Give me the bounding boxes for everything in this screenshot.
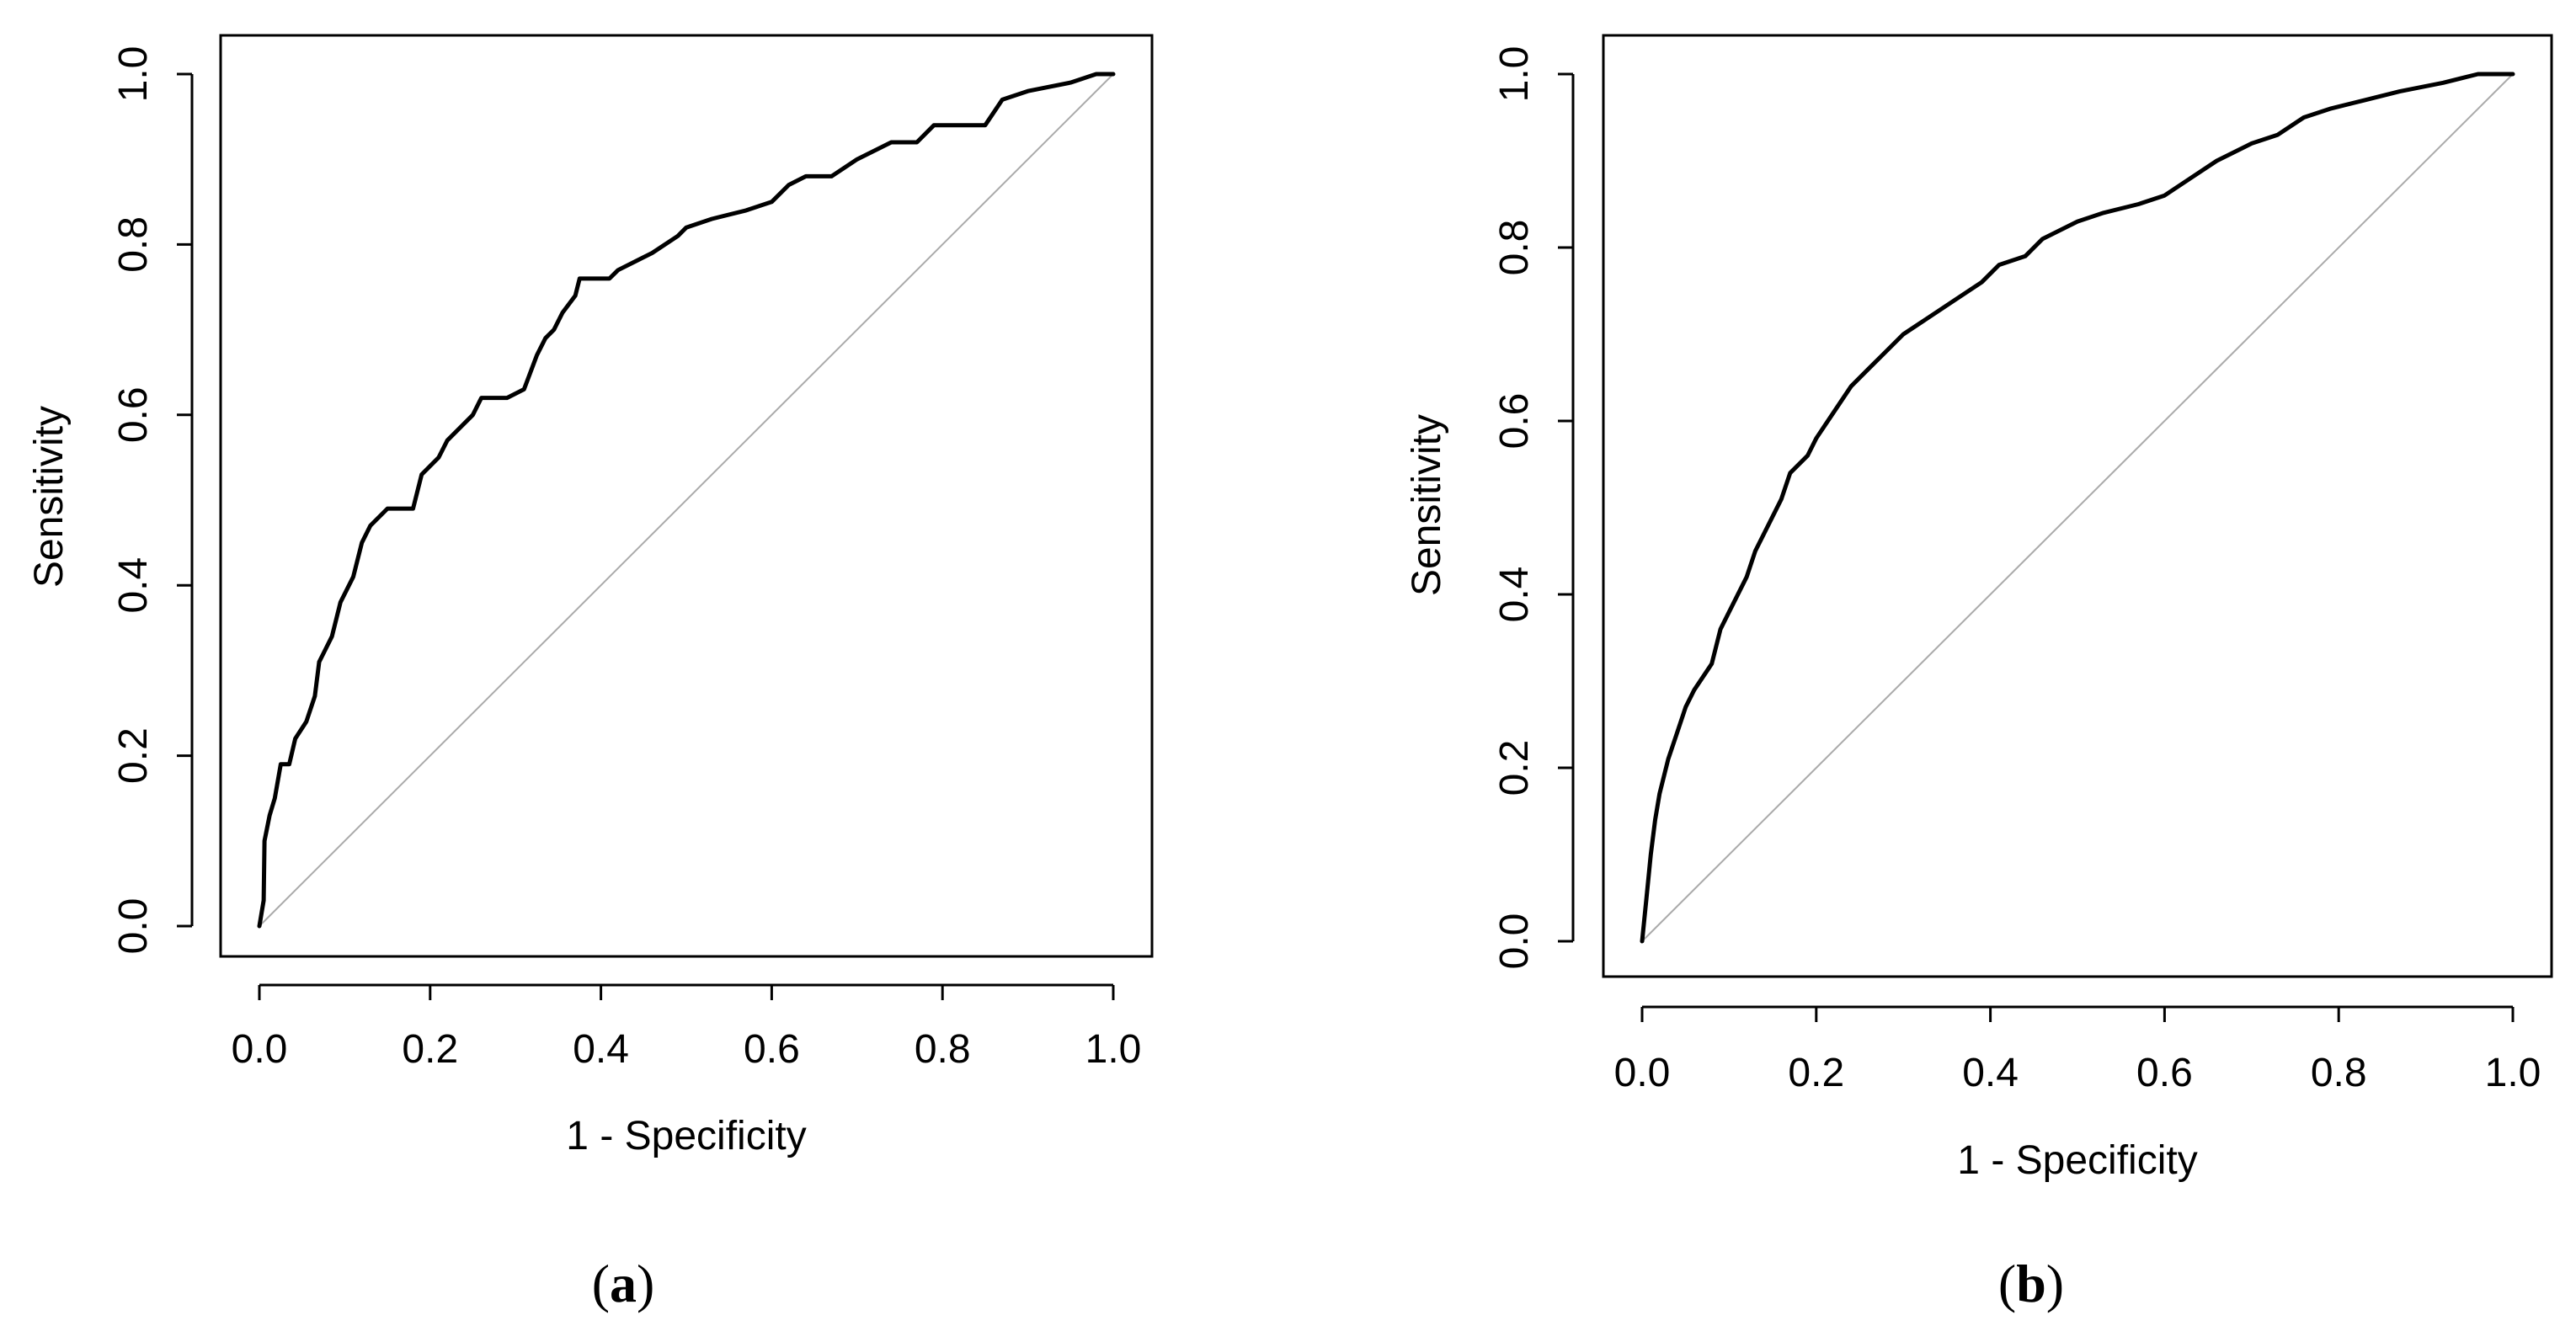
- panel-a-x-tick-label: 0.0: [232, 1027, 288, 1072]
- panel-a-plot-frame: [219, 34, 1154, 958]
- panel-b-y-tick-label: 0.2: [1492, 740, 1537, 796]
- panel-b-caption-prefix: (: [1998, 1254, 2016, 1313]
- panel-b-y-ticks: 0.0 0.2 0.4 0.6 0.8 1.0: [1492, 46, 1573, 970]
- panel-b-caption-suffix: ): [2046, 1254, 2064, 1313]
- panel-b-y-axis-title: Sensitivity: [1405, 414, 1449, 596]
- panel-a: 0.0 0.2 0.4 0.6 0.8 1.0 0.0 0.2 0.4 0.6 …: [27, 34, 1154, 1313]
- panel-a-y-axis-title: Sensitivity: [27, 406, 72, 588]
- panel-a-roc-curve: [257, 72, 1116, 929]
- panel-b-y-tick-label: 0.4: [1492, 567, 1537, 623]
- panel-a-x-tick-label: 0.4: [573, 1027, 629, 1072]
- panel-b-x-ticks: 0.0 0.2 0.4 0.6 0.8 1.0: [1614, 1007, 2541, 1095]
- panel-b-y-tick-label: 1.0: [1492, 46, 1537, 103]
- panel-a-x-tick-label: 0.8: [915, 1027, 971, 1072]
- panel-b-x-tick-label: 0.6: [2136, 1051, 2193, 1095]
- panel-b-x-tick-label: 0.4: [1962, 1051, 2019, 1095]
- panel-b-x-axis-title: 1 - Specificity: [1957, 1138, 2197, 1183]
- panel-a-y-ticks: 0.0 0.2 0.4 0.6 0.8 1.0: [111, 46, 192, 955]
- panel-a-y-tick-label: 0.4: [111, 557, 156, 614]
- panel-a-y-tick-label: 1.0: [111, 46, 156, 103]
- panel-b-y-tick-label: 0.6: [1492, 393, 1537, 450]
- panel-b: 0.0 0.2 0.4 0.6 0.8 1.0 0.0 0.2 0.4 0.6 …: [1405, 34, 2553, 1313]
- panel-a-y-tick-label: 0.6: [111, 386, 156, 443]
- panel-a-reference-line: [259, 73, 1114, 927]
- panel-a-x-axis-title: 1 - Specificity: [566, 1114, 806, 1158]
- panel-b-caption: (b): [1998, 1254, 2064, 1313]
- panel-b-plot-frame: [1602, 34, 2553, 978]
- panel-b-y-tick-label: 0.0: [1492, 913, 1537, 970]
- panel-a-x-tick-label: 0.6: [744, 1027, 800, 1072]
- panel-a-y-tick-label: 0.0: [111, 898, 156, 955]
- panel-a-x-ticks: 0.0 0.2 0.4 0.6 0.8 1.0: [232, 985, 1142, 1072]
- panel-b-roc-curve: [1640, 72, 2515, 944]
- panel-b-x-tick-label: 1.0: [2485, 1051, 2541, 1095]
- panel-b-y-tick-label: 0.8: [1492, 220, 1537, 276]
- panel-a-caption: (a): [592, 1254, 655, 1313]
- panel-a-caption-suffix: ): [637, 1254, 654, 1313]
- panel-b-caption-letter: b: [2016, 1254, 2046, 1313]
- panel-a-caption-prefix: (: [592, 1254, 610, 1313]
- panel-a-y-tick-label: 0.8: [111, 216, 156, 273]
- panel-b-x-tick-label: 0.8: [2311, 1051, 2367, 1095]
- panel-a-caption-letter: a: [610, 1254, 637, 1313]
- panel-a-x-tick-label: 0.2: [402, 1027, 458, 1072]
- panel-b-reference-line: [1641, 73, 2514, 942]
- panel-b-x-tick-label: 0.2: [1788, 1051, 1844, 1095]
- panel-b-x-tick-label: 0.0: [1614, 1051, 1671, 1095]
- panel-a-y-tick-label: 0.2: [111, 727, 156, 784]
- panel-a-x-tick-label: 1.0: [1085, 1027, 1142, 1072]
